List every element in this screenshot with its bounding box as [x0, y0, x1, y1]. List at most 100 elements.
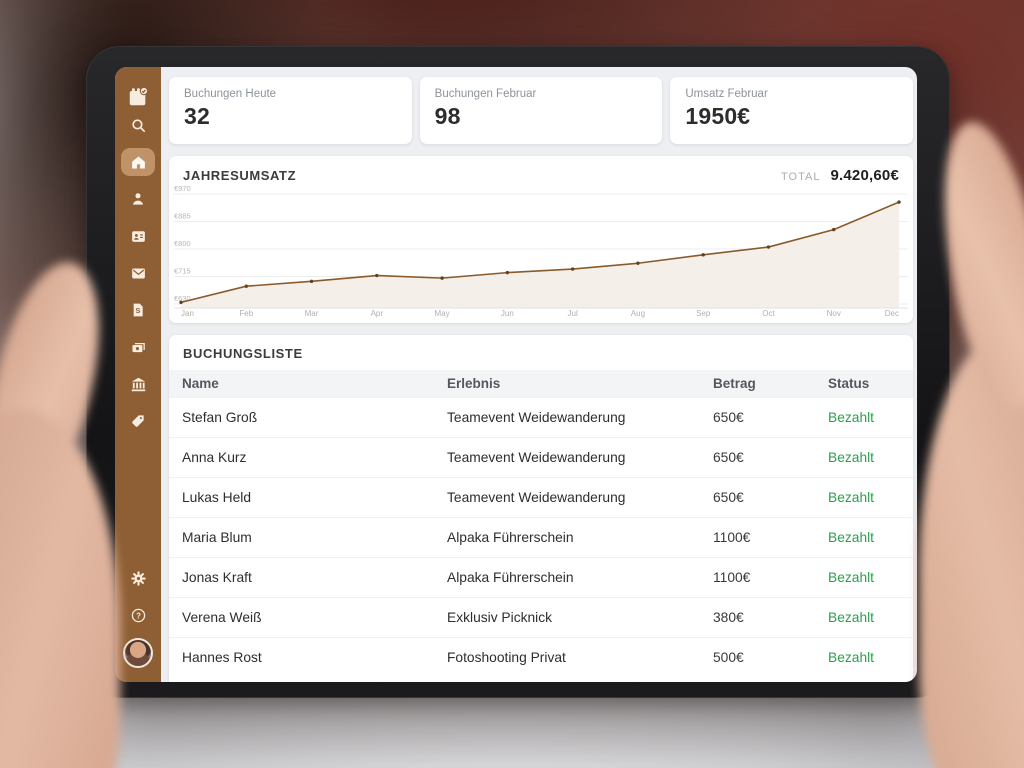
svg-text:Jul: Jul	[568, 309, 578, 318]
bookings-table-card: BUCHUNGSLISTE Name Erlebnis Betrag Statu…	[169, 335, 913, 682]
booking-status: Bezahlt	[828, 450, 875, 465]
dashboard-content: Buchungen Heute 32 Buchungen Februar 98 …	[161, 67, 917, 682]
total-value: 9.420,60€	[830, 167, 899, 184]
booking-status: Bezahlt	[828, 610, 875, 625]
svg-text:Mar: Mar	[305, 309, 319, 318]
booking-status: Bezahlt	[828, 490, 875, 505]
left-palm	[0, 410, 120, 768]
booking-status: Bezahlt	[828, 410, 875, 425]
profile-avatar[interactable]	[123, 638, 153, 668]
stats-row: Buchungen Heute 32 Buchungen Februar 98 …	[169, 77, 914, 144]
stat-value: 32	[184, 103, 210, 129]
column-header-name: Name	[182, 376, 219, 391]
svg-text:?: ?	[136, 611, 141, 620]
column-header-status: Status	[828, 376, 870, 391]
booking-name: Verena Weiß	[182, 610, 262, 625]
booking-experience: Teamevent Weidewanderung	[447, 410, 626, 425]
svg-text:Aug: Aug	[631, 309, 645, 318]
svg-text:€885: €885	[174, 212, 191, 221]
settings-gear-icon[interactable]	[121, 564, 155, 592]
booking-amount: 650€	[713, 490, 744, 505]
booking-amount: 1100€	[713, 530, 751, 545]
bank-icon[interactable]	[121, 370, 155, 398]
booking-experience: Teamevent Weidewanderung	[447, 450, 626, 465]
svg-text:Dec: Dec	[885, 309, 899, 318]
booking-name: Maria Blum	[182, 530, 252, 545]
tag-icon[interactable]	[121, 407, 155, 435]
stat-label: Buchungen Februar	[434, 88, 537, 100]
svg-text:May: May	[435, 309, 450, 318]
svg-text:Jun: Jun	[501, 309, 514, 318]
sidebar: S	[115, 67, 161, 682]
left-hand	[0, 252, 140, 768]
booking-name: Hannes Rost	[182, 650, 262, 665]
svg-text:€970: €970	[174, 185, 191, 193]
stat-card: Umsatz Februar 1950€	[670, 77, 914, 144]
svg-text:Feb: Feb	[239, 309, 253, 318]
table-row[interactable]: Maria Blum Alpaka Führerschein 1100€ Bez…	[169, 517, 913, 557]
table-row[interactable]: Jonas Kraft Alpaka Führerschein 1100€ Be…	[169, 557, 913, 597]
table-row[interactable]: Anna Kurz Teamevent Weidewanderung 650€ …	[169, 437, 913, 477]
booking-name: Lukas Held	[182, 490, 252, 505]
booking-experience: Alpaka Führerschein	[447, 570, 574, 585]
customer-icon[interactable]	[121, 185, 155, 213]
booking-name: Jonas Kraft	[182, 570, 252, 585]
table-row[interactable]: Stefan Groß Teamevent Weidewanderung 650…	[169, 397, 913, 437]
booking-amount: 380€	[713, 610, 744, 625]
svg-text:S: S	[136, 306, 141, 315]
tablet-device: S	[86, 46, 950, 698]
stat-label: Umsatz Februar	[685, 88, 768, 100]
sidebar-nav: S	[121, 111, 155, 435]
right-hand	[889, 90, 1024, 768]
home-icon[interactable]	[121, 148, 155, 176]
svg-text:Nov: Nov	[827, 309, 841, 318]
sidebar-footer: ?	[121, 564, 155, 668]
booking-amount: 1100€	[713, 570, 751, 585]
table-body: Stefan Groß Teamevent Weidewanderung 650…	[169, 397, 913, 677]
invoice-icon[interactable]: S	[121, 296, 155, 324]
booking-name: Anna Kurz	[182, 450, 247, 465]
svg-text:€630: €630	[174, 294, 191, 303]
chart-header: JAHRESUMSATZ TOTAL 9.420,60€	[169, 156, 913, 184]
svg-text:Oct: Oct	[762, 309, 775, 318]
stat-value: 98	[434, 103, 461, 129]
bookings-logo-icon[interactable]	[121, 83, 155, 111]
svg-text:€715: €715	[174, 267, 191, 276]
app-screen: S	[115, 67, 917, 682]
booking-experience: Exklusiv Picknick	[447, 610, 553, 625]
svg-text:€800: €800	[174, 239, 191, 248]
svg-text:Apr: Apr	[371, 309, 384, 318]
booking-amount: 650€	[713, 410, 744, 425]
column-header-betrag: Betrag	[713, 376, 756, 391]
booking-amount: 500€	[713, 650, 744, 665]
contacts-card-icon[interactable]	[121, 222, 155, 250]
table-title: BUCHUNGSLISTE	[183, 346, 303, 361]
column-header-erlebnis: Erlebnis	[447, 376, 501, 391]
revenue-line-chart: €630 €715 €800 €885 €970 Jan Feb Mar Apr May Jun Ju…	[174, 185, 908, 318]
booking-status: Bezahlt	[828, 650, 875, 665]
svg-text:Jan: Jan	[181, 309, 194, 318]
table-row[interactable]: Verena Weiß Exklusiv Picknick 380€ Bezah…	[169, 597, 913, 637]
booking-name: Stefan Groß	[182, 410, 258, 425]
chart-card: JAHRESUMSATZ TOTAL 9.420,60€ €630 €715 €80…	[169, 156, 913, 323]
mail-icon[interactable]	[121, 259, 155, 287]
table-header-row: Name Erlebnis Betrag Status	[169, 370, 913, 397]
booking-status: Bezahlt	[828, 570, 875, 585]
table-row[interactable]: Hannes Rost Fotoshooting Privat 500€ Bez…	[169, 637, 913, 677]
svg-text:Sep: Sep	[696, 309, 711, 318]
booking-status: Bezahlt	[828, 530, 875, 545]
booking-amount: 650€	[713, 450, 744, 465]
booking-experience: Teamevent Weidewanderung	[447, 490, 626, 505]
stat-value: 1950€	[685, 103, 751, 129]
booking-experience: Alpaka Führerschein	[447, 530, 574, 545]
payments-icon[interactable]	[121, 333, 155, 361]
chart-title: JAHRESUMSATZ	[183, 168, 297, 183]
stat-label: Buchungen Heute	[184, 88, 277, 100]
table-row[interactable]: Lukas Held Teamevent Weidewanderung 650€…	[169, 477, 913, 517]
chart-total: TOTAL 9.420,60€	[781, 167, 899, 184]
booking-experience: Fotoshooting Privat	[447, 650, 566, 665]
total-label: TOTAL	[781, 171, 821, 183]
help-icon[interactable]: ?	[121, 601, 155, 629]
search-icon[interactable]	[121, 111, 155, 139]
